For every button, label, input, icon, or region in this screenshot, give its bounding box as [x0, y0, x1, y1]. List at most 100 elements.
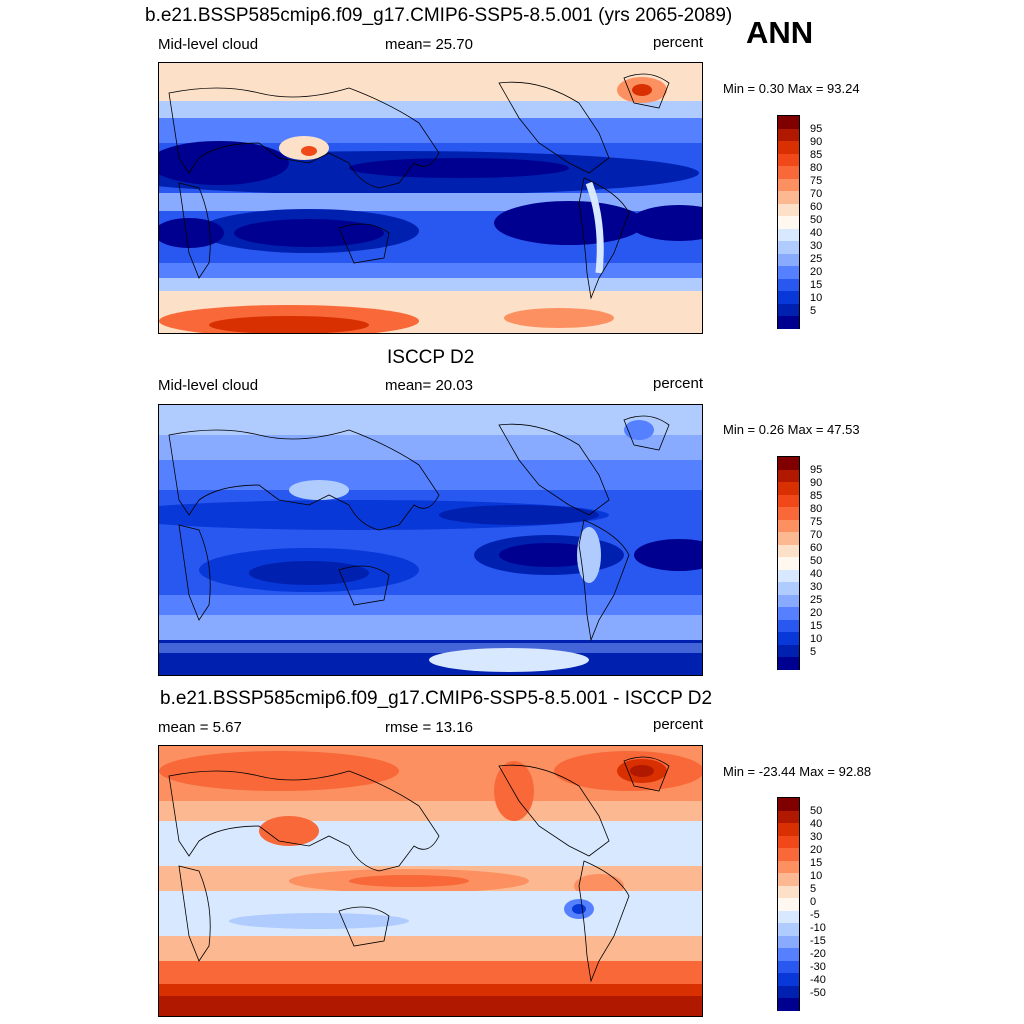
colorbar-tick-label: 5: [810, 305, 817, 317]
colorbar-swatch: [778, 644, 799, 657]
colorbar-tick-label: -30: [810, 961, 826, 973]
colorbar-tick-label: 95: [810, 123, 823, 135]
colorbar-swatch: [778, 632, 799, 645]
colorbar-swatch: [778, 582, 799, 595]
colorbar-swatch: [778, 303, 799, 316]
panel-model-units-label: percent: [653, 34, 704, 51]
colorbar-swatch: [778, 482, 799, 495]
colorbar-swatch: [778, 241, 799, 254]
colorbar-tick-label: 80: [810, 162, 823, 174]
panel-obs-units-label: percent: [653, 375, 704, 392]
colorbar-swatch: [778, 141, 799, 154]
colorbar-swatch: [778, 657, 799, 670]
colorbar-tick-label: 20: [810, 844, 823, 856]
colorbar-swatch: [778, 178, 799, 191]
colorbar-tick-label: 40: [810, 818, 823, 830]
panel-diff-colorbar: [777, 797, 800, 1011]
colorbar-tick-label: 15: [810, 620, 823, 632]
colorbar-swatch: [778, 469, 799, 482]
colorbar-tick-label: 10: [810, 870, 823, 882]
panel-model-mean-label: mean= 25.70: [385, 36, 473, 53]
colorbar-tick-label: 5: [810, 646, 817, 658]
colorbar-swatch: [778, 985, 799, 998]
colorbar-swatch: [778, 116, 799, 129]
panel-obs-variable-label: Mid-level cloud: [158, 377, 259, 394]
colorbar-swatch: [778, 594, 799, 607]
panel-diff-title: b.e21.BSSP585cmip6.f09_g17.CMIP6-SSP5-8.…: [160, 688, 713, 709]
colorbar-tick-label: 60: [810, 201, 823, 213]
panel-obs-minmax: Min = 0.26 Max = 47.53: [723, 422, 860, 437]
colorbar-swatch: [778, 153, 799, 166]
season-label: ANN: [746, 15, 814, 50]
colorbar-tick-label: 25: [810, 594, 823, 606]
colorbar-swatch: [778, 519, 799, 532]
colorbar-swatch: [778, 948, 799, 961]
colorbar-tick-label: 90: [810, 136, 823, 148]
panel-diff-mean-label: mean = 5.67: [158, 719, 242, 736]
colorbar-swatch: [778, 960, 799, 973]
colorbar-swatch: [778, 885, 799, 898]
colorbar-tick-label: -40: [810, 974, 826, 986]
colorbar-swatch: [778, 848, 799, 861]
colorbar-tick-label: 10: [810, 633, 823, 645]
colorbar-swatch: [778, 973, 799, 986]
colorbar-tick-label: 90: [810, 477, 823, 489]
colorbar-tick-label: -15: [810, 935, 826, 947]
colorbar-tick-label: 30: [810, 240, 823, 252]
colorbar-tick-label: 30: [810, 581, 823, 593]
colorbar-swatch: [778, 266, 799, 279]
panel-diff-units-label: percent: [653, 716, 704, 733]
colorbar-swatch: [778, 898, 799, 911]
colorbar-swatch: [778, 191, 799, 204]
panel-diff-map: [158, 745, 703, 1017]
colorbar-tick-label: 85: [810, 149, 823, 161]
colorbar-swatch: [778, 544, 799, 557]
colorbar-tick-label: -5: [810, 909, 820, 921]
colorbar-tick-label: 20: [810, 607, 823, 619]
colorbar-tick-label: -20: [810, 948, 826, 960]
panel-obs-title: ISCCP D2: [387, 347, 475, 368]
colorbar-swatch: [778, 253, 799, 266]
colorbar-tick-label: 5: [810, 883, 817, 895]
colorbar-tick-label: 60: [810, 542, 823, 554]
colorbar-swatch: [778, 278, 799, 291]
colorbar-tick-label: 10: [810, 292, 823, 304]
colorbar-swatch: [778, 823, 799, 836]
colorbar-tick-label: 70: [810, 529, 823, 541]
colorbar-tick-label: 25: [810, 253, 823, 265]
panel-model-colorbar: [777, 115, 800, 329]
colorbar-tick-label: 75: [810, 516, 823, 528]
panel-obs-map: [158, 404, 703, 676]
panel-obs-colorbar: [777, 456, 800, 670]
colorbar-tick-label: 15: [810, 279, 823, 291]
colorbar-swatch: [778, 203, 799, 216]
colorbar-tick-label: -50: [810, 987, 826, 999]
colorbar-swatch: [778, 798, 799, 811]
colorbar-swatch: [778, 457, 799, 470]
colorbar-swatch: [778, 923, 799, 936]
colorbar-swatch: [778, 860, 799, 873]
colorbar-tick-label: 50: [810, 214, 823, 226]
colorbar-swatch: [778, 316, 799, 329]
colorbar-swatch: [778, 873, 799, 886]
colorbar-tick-label: 40: [810, 568, 823, 580]
colorbar-tick-label: 20: [810, 266, 823, 278]
panel-diff-rmse-label: rmse = 13.16: [385, 719, 473, 736]
colorbar-swatch: [778, 532, 799, 545]
colorbar-swatch: [778, 557, 799, 570]
panel-model-map: [158, 62, 703, 334]
colorbar-tick-label: 80: [810, 503, 823, 515]
colorbar-tick-label: 70: [810, 188, 823, 200]
colorbar-swatch: [778, 569, 799, 582]
colorbar-tick-label: 30: [810, 831, 823, 843]
panel-model-variable-label: Mid-level cloud: [158, 36, 259, 53]
colorbar-swatch: [778, 216, 799, 229]
colorbar-swatch: [778, 507, 799, 520]
colorbar-swatch: [778, 998, 799, 1011]
colorbar-tick-label: 50: [810, 555, 823, 567]
colorbar-tick-label: 15: [810, 857, 823, 869]
colorbar-swatch: [778, 835, 799, 848]
panel-model-minmax: Min = 0.30 Max = 93.24: [723, 81, 860, 96]
colorbar-swatch: [778, 619, 799, 632]
colorbar-tick-label: 85: [810, 490, 823, 502]
